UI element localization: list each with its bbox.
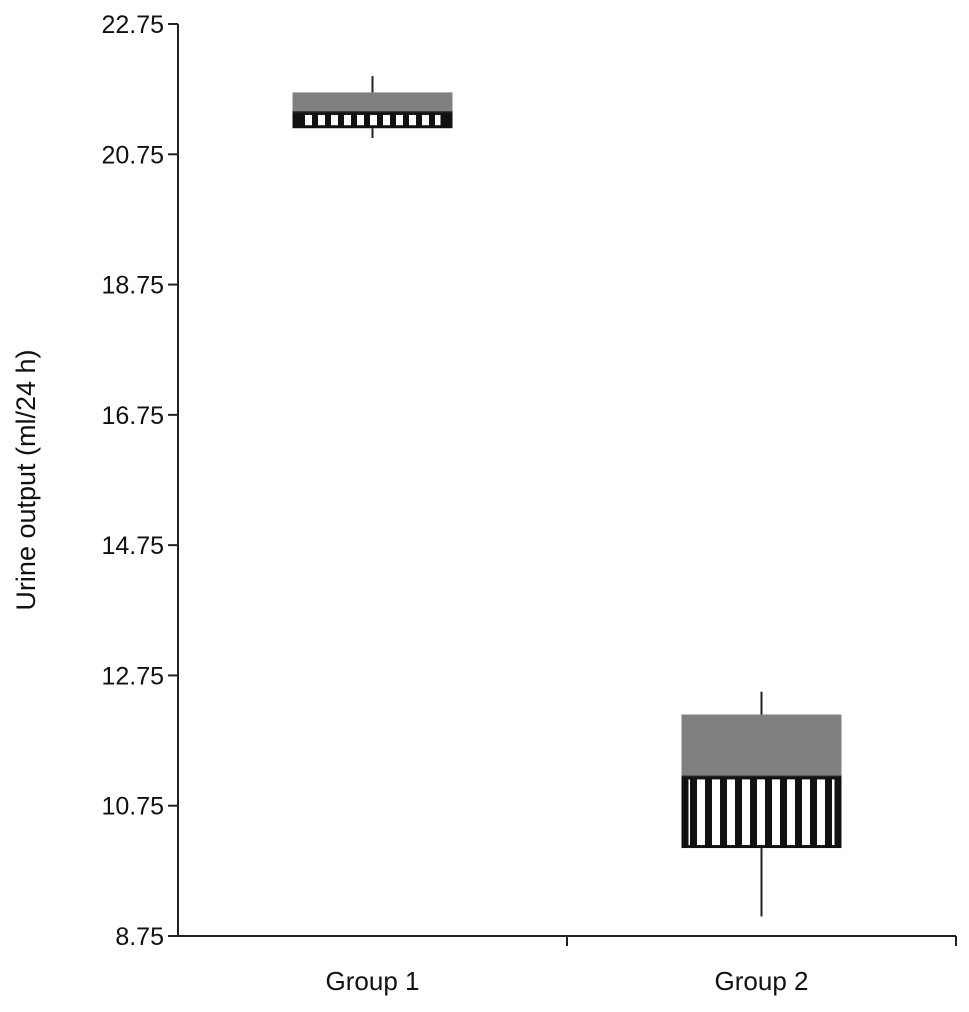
y-tick-label: 12.75: [101, 662, 164, 690]
y-axis-title: Urine output (ml/24 h): [11, 349, 41, 610]
box-2: [681, 691, 842, 917]
y-ticks: 8.75 10.75 12.75 14.75 16.75 18.75 20.75 22.75: [101, 11, 178, 951]
y-tick-label: 16.75: [101, 402, 164, 430]
y-tick-label: 10.75: [101, 793, 164, 821]
y-tick-label: 18.75: [101, 272, 164, 300]
y-tick-label: 22.75: [101, 11, 164, 39]
y-tick-label: 20.75: [101, 141, 164, 169]
y-tick-label: 8.75: [115, 923, 164, 951]
y-tick-label: 14.75: [101, 532, 164, 560]
x-ticks: Group 1 Group 2: [326, 936, 957, 996]
box-lower-segment: [688, 779, 835, 846]
x-category-label: Group 1: [326, 966, 420, 996]
box-lower-segment: [304, 114, 441, 126]
box-upper-segment: [681, 714, 842, 777]
boxes: [292, 76, 842, 917]
box-upper-segment: [292, 92, 453, 112]
box-1: [292, 76, 453, 138]
x-category-label: Group 2: [715, 966, 809, 996]
